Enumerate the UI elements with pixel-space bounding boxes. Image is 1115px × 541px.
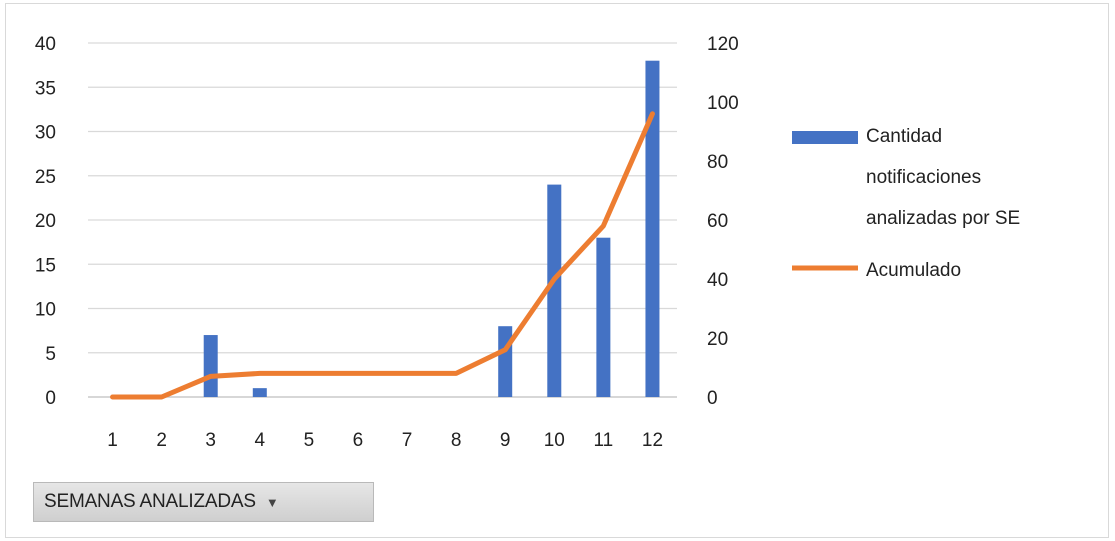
x-tick-label: 3 xyxy=(205,430,216,451)
dropdown-arrow-icon: ▼ xyxy=(265,494,279,510)
legend: Cantidad notificaciones analizadas por SE A… xyxy=(792,126,1020,281)
legend-label-bar: Cantidad xyxy=(866,126,942,147)
legend-label-line: Acumulado xyxy=(866,260,961,281)
bar-series xyxy=(203,60,660,397)
semanas-analizadas-field-button[interactable]: SEMANAS ANALIZADAS ▼ xyxy=(33,482,374,522)
field-button-label: SEMANAS ANALIZADAS xyxy=(44,491,256,512)
line-path xyxy=(110,111,655,400)
y-left-tick-label: 25 xyxy=(35,167,56,188)
left-axis-ticks: 0 5 10 15 20 25 30 35 40 xyxy=(35,34,56,409)
x-tick-label: 7 xyxy=(402,430,413,451)
line-series xyxy=(110,111,655,400)
gridlines xyxy=(88,42,677,398)
x-tick-label: 2 xyxy=(156,430,167,451)
right-axis-ticks: 0 20 40 60 80 100 120 xyxy=(707,34,739,409)
y-right-tick-label: 60 xyxy=(707,211,728,232)
y-right-tick-label: 100 xyxy=(707,93,739,114)
bar xyxy=(498,326,513,397)
y-left-tick-label: 40 xyxy=(35,34,56,55)
y-right-tick-label: 40 xyxy=(707,270,728,291)
y-left-tick-label: 0 xyxy=(45,388,56,409)
bar xyxy=(596,237,611,397)
legend-label-bar: analizadas por SE xyxy=(866,208,1020,229)
y-left-tick-label: 20 xyxy=(35,211,56,232)
y-left-tick-label: 35 xyxy=(35,78,56,99)
legend-label-bar: notificaciones xyxy=(866,167,981,188)
y-right-tick-label: 20 xyxy=(707,329,728,350)
legend-swatch-bar xyxy=(792,131,858,144)
x-tick-label: 12 xyxy=(642,430,663,451)
x-tick-label: 5 xyxy=(304,430,315,451)
y-left-tick-label: 5 xyxy=(45,344,56,365)
x-tick-label: 10 xyxy=(544,430,565,451)
bar xyxy=(203,335,218,397)
x-tick-label: 4 xyxy=(255,430,266,451)
y-left-tick-label: 15 xyxy=(35,255,56,276)
bar xyxy=(547,184,562,397)
y-left-tick-label: 10 xyxy=(35,300,56,321)
x-tick-label: 9 xyxy=(500,430,511,451)
x-tick-label: 8 xyxy=(451,430,462,451)
x-tick-label: 6 xyxy=(353,430,364,451)
bar xyxy=(252,388,267,397)
y-left-tick-label: 30 xyxy=(35,123,56,144)
y-right-tick-label: 120 xyxy=(707,34,739,55)
x-axis-ticks: 1 2 3 4 5 6 7 8 9 10 11 12 xyxy=(107,430,663,451)
x-tick-label: 11 xyxy=(594,430,614,451)
x-tick-label: 1 xyxy=(107,430,118,451)
y-right-tick-label: 0 xyxy=(707,388,718,409)
chart-frame xyxy=(5,3,1109,538)
bar xyxy=(645,60,660,397)
y-right-tick-label: 80 xyxy=(707,152,728,173)
